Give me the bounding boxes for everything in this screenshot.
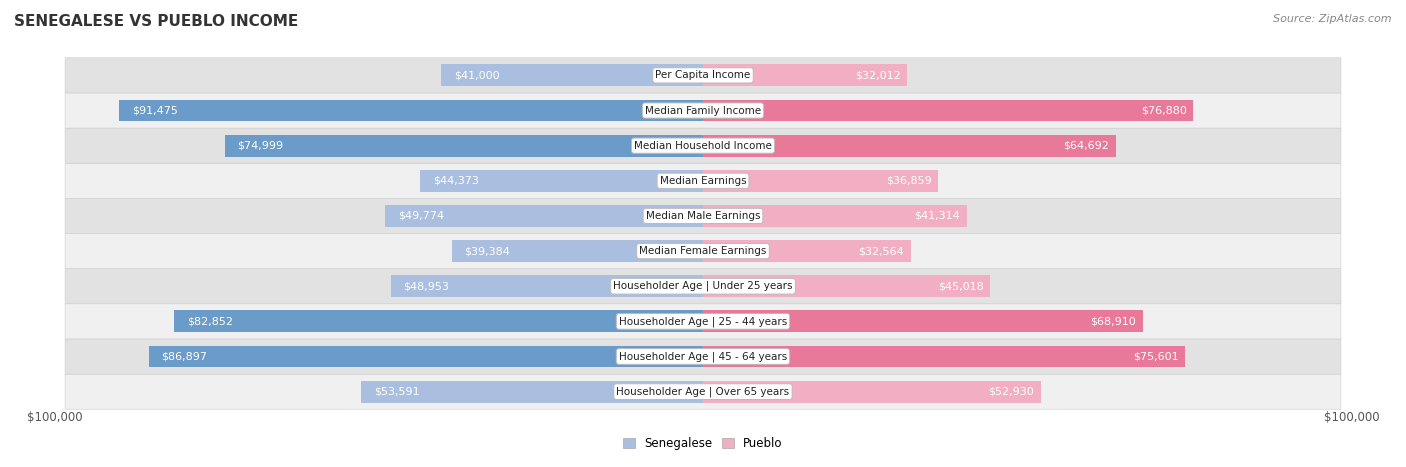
Text: $91,475: $91,475 bbox=[132, 106, 179, 115]
Text: SENEGALESE VS PUEBLO INCOME: SENEGALESE VS PUEBLO INCOME bbox=[14, 14, 298, 29]
Text: $32,564: $32,564 bbox=[859, 246, 904, 256]
FancyBboxPatch shape bbox=[65, 269, 1341, 304]
Bar bbox=[361, 381, 703, 403]
Text: $36,859: $36,859 bbox=[886, 176, 932, 186]
Text: $44,373: $44,373 bbox=[433, 176, 478, 186]
Text: $32,012: $32,012 bbox=[855, 71, 901, 80]
Text: Median Family Income: Median Family Income bbox=[645, 106, 761, 115]
Bar bbox=[174, 311, 703, 332]
Bar bbox=[703, 64, 907, 86]
Bar bbox=[703, 381, 1040, 403]
Text: Householder Age | 45 - 64 years: Householder Age | 45 - 64 years bbox=[619, 351, 787, 362]
Bar bbox=[120, 99, 703, 121]
FancyBboxPatch shape bbox=[65, 93, 1341, 128]
FancyBboxPatch shape bbox=[65, 198, 1341, 234]
Text: $48,953: $48,953 bbox=[404, 281, 450, 291]
Bar bbox=[391, 276, 703, 297]
Bar bbox=[703, 311, 1143, 332]
Text: $39,384: $39,384 bbox=[464, 246, 510, 256]
Bar bbox=[703, 276, 990, 297]
Text: $53,591: $53,591 bbox=[374, 387, 419, 396]
Text: $49,774: $49,774 bbox=[398, 211, 444, 221]
Text: $75,601: $75,601 bbox=[1133, 352, 1178, 361]
FancyBboxPatch shape bbox=[65, 163, 1341, 198]
Text: Median Male Earnings: Median Male Earnings bbox=[645, 211, 761, 221]
Text: $86,897: $86,897 bbox=[162, 352, 208, 361]
Bar bbox=[451, 240, 703, 262]
FancyBboxPatch shape bbox=[65, 58, 1341, 93]
Bar bbox=[703, 205, 966, 227]
Legend: Senegalese, Pueblo: Senegalese, Pueblo bbox=[619, 432, 787, 455]
Text: Median Female Earnings: Median Female Earnings bbox=[640, 246, 766, 256]
FancyBboxPatch shape bbox=[65, 339, 1341, 374]
Text: $64,692: $64,692 bbox=[1063, 141, 1109, 151]
Text: $76,880: $76,880 bbox=[1142, 106, 1187, 115]
Bar bbox=[149, 346, 703, 368]
Bar bbox=[385, 205, 703, 227]
Text: Householder Age | Under 25 years: Householder Age | Under 25 years bbox=[613, 281, 793, 291]
Bar bbox=[703, 99, 1194, 121]
FancyBboxPatch shape bbox=[65, 234, 1341, 269]
Text: $100,000: $100,000 bbox=[27, 411, 83, 424]
Bar bbox=[225, 135, 703, 156]
FancyBboxPatch shape bbox=[65, 374, 1341, 409]
Text: $41,000: $41,000 bbox=[454, 71, 501, 80]
Text: Median Household Income: Median Household Income bbox=[634, 141, 772, 151]
Text: $41,314: $41,314 bbox=[914, 211, 960, 221]
Text: $68,910: $68,910 bbox=[1091, 316, 1136, 326]
Bar bbox=[703, 346, 1185, 368]
Bar bbox=[420, 170, 703, 191]
Text: Median Earnings: Median Earnings bbox=[659, 176, 747, 186]
Text: $52,930: $52,930 bbox=[988, 387, 1035, 396]
FancyBboxPatch shape bbox=[65, 304, 1341, 339]
Bar bbox=[703, 240, 911, 262]
Text: Per Capita Income: Per Capita Income bbox=[655, 71, 751, 80]
Bar bbox=[703, 170, 938, 191]
Text: Source: ZipAtlas.com: Source: ZipAtlas.com bbox=[1274, 14, 1392, 24]
Text: Householder Age | 25 - 44 years: Householder Age | 25 - 44 years bbox=[619, 316, 787, 326]
Text: $82,852: $82,852 bbox=[187, 316, 233, 326]
FancyBboxPatch shape bbox=[65, 128, 1341, 163]
Text: $74,999: $74,999 bbox=[238, 141, 284, 151]
Bar bbox=[703, 135, 1116, 156]
Text: $45,018: $45,018 bbox=[938, 281, 984, 291]
Bar bbox=[441, 64, 703, 86]
Text: Householder Age | Over 65 years: Householder Age | Over 65 years bbox=[616, 386, 790, 397]
Text: $100,000: $100,000 bbox=[1323, 411, 1379, 424]
